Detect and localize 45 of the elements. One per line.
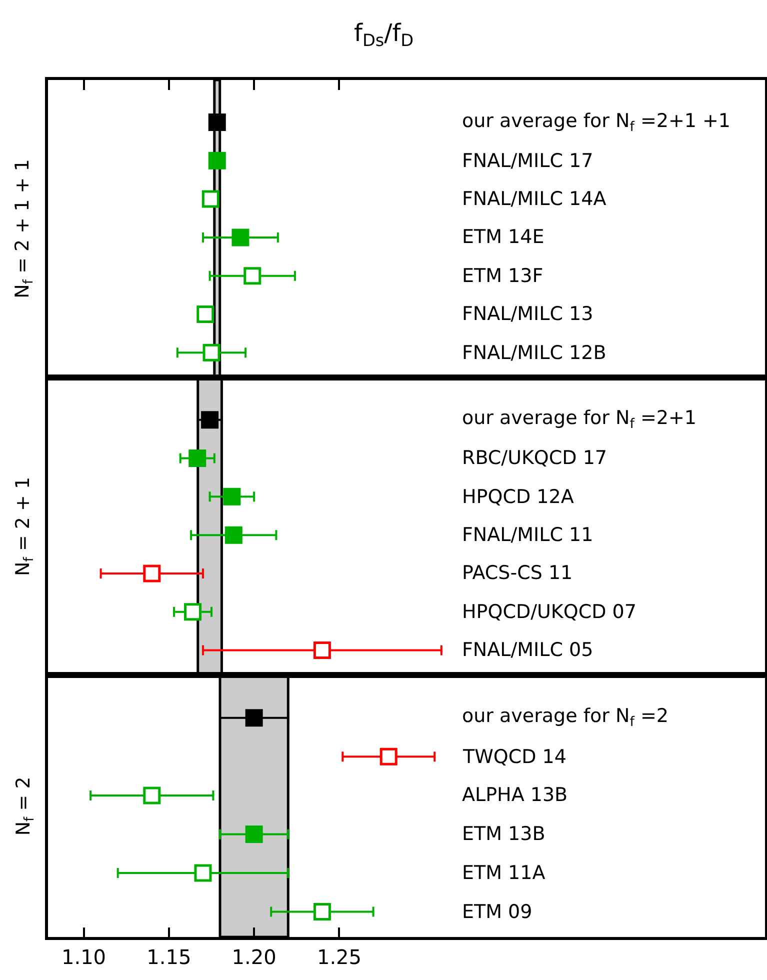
category-label: ETM 14E xyxy=(462,226,544,248)
point xyxy=(380,748,398,766)
x-tick-label: 1.10 xyxy=(61,944,106,969)
category-label: FNAL/MILC 17 xyxy=(462,150,594,172)
category-label: ALPHA 13B xyxy=(462,784,568,806)
point xyxy=(244,267,262,285)
point xyxy=(313,903,331,921)
category-label: PACS-CS 11 xyxy=(462,562,573,584)
category-label: ETM 13B xyxy=(462,823,546,845)
category-label: FNAL/MILC 05 xyxy=(462,639,594,661)
point xyxy=(194,864,212,882)
x-tick-label: 1.25 xyxy=(316,944,362,969)
point xyxy=(232,228,250,246)
category-label: HPQCD 12A xyxy=(462,486,574,508)
point xyxy=(223,488,241,506)
category-label: our average for N$_{f}$ =2+1 xyxy=(462,407,696,432)
category-label: FNAL/MILC 14A xyxy=(462,188,606,210)
point xyxy=(208,152,226,170)
point xyxy=(245,709,263,727)
point xyxy=(184,603,202,621)
category-label: ETM 09 xyxy=(462,901,532,923)
point xyxy=(143,564,161,582)
point xyxy=(208,113,226,131)
category-label: ETM 11A xyxy=(462,862,546,884)
category-label: FNAL/MILC 13 xyxy=(462,303,594,325)
point xyxy=(202,344,220,362)
category-label: FNAL/MILC 12B xyxy=(462,342,606,364)
point xyxy=(143,786,161,804)
point xyxy=(313,642,331,660)
category-label: FNAL/MILC 11 xyxy=(462,524,594,546)
chart-title: f$_{Ds}$/f$_{D}$ xyxy=(354,19,414,50)
x-tick-label: 1.15 xyxy=(146,944,192,969)
point xyxy=(202,190,220,208)
point xyxy=(196,306,214,324)
category-label: ETM 13F xyxy=(462,265,544,287)
point xyxy=(245,825,263,843)
category-label: our average for N$_{f}$ =2 xyxy=(462,705,668,730)
point xyxy=(188,450,206,468)
category-label: RBC/UKQCD 17 xyxy=(462,447,608,469)
category-label: our average for N$_{f}$ =2+1 +1 xyxy=(462,110,731,135)
category-label: HPQCD/UKQCD 07 xyxy=(462,601,636,623)
x-tick-label: 1.20 xyxy=(232,944,276,969)
point xyxy=(224,526,242,544)
category-label: TWQCD 14 xyxy=(463,746,566,768)
point xyxy=(201,411,219,429)
